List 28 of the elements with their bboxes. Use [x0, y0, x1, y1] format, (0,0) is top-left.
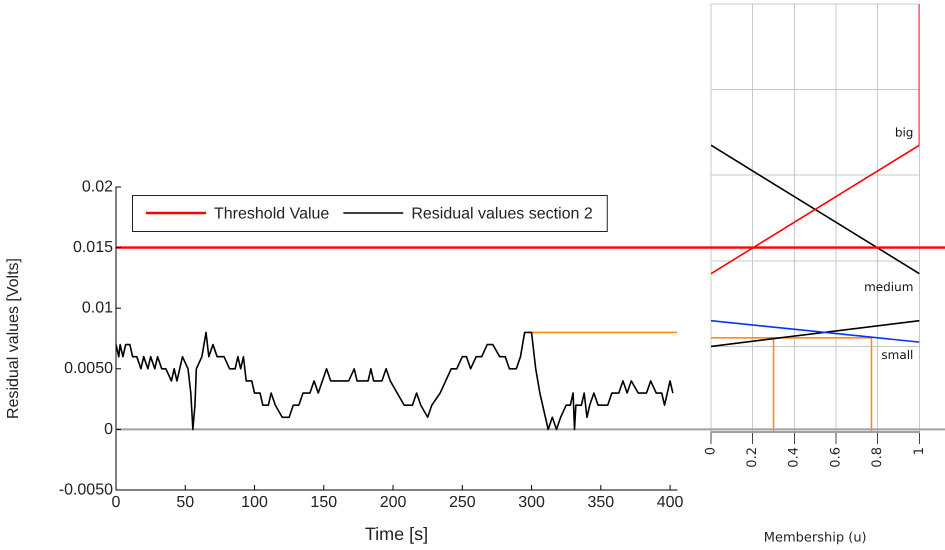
x-tick-label: 150	[310, 494, 338, 512]
x-tick-label: 100	[241, 494, 268, 512]
x-tick-label: 50	[176, 494, 194, 512]
y-tick-label: 0	[104, 420, 114, 438]
y-tick-label: 0.02	[82, 178, 114, 196]
x-tick-label: 0.6	[828, 447, 844, 468]
series-label: small	[881, 348, 914, 362]
y-axis-title: Residual values [Volts]	[5, 258, 22, 419]
y-tick-label: 0.015	[72, 239, 114, 256]
x-tick-label: 0.4	[786, 447, 802, 468]
legend-label: Threshold Value	[214, 205, 330, 222]
series-label: big	[894, 125, 914, 140]
x-tick-label: 0.2	[745, 447, 760, 468]
legend-label: Residual values section 2	[411, 205, 593, 222]
x-tick-label: 350	[587, 494, 614, 512]
x-tick-label: 400	[656, 494, 684, 512]
x-axis-title: Time [s]	[364, 524, 428, 544]
x-tick-label: 250	[448, 494, 476, 512]
y-tick-label: -0.0050	[58, 481, 114, 498]
x-tick-label: 1	[912, 447, 927, 456]
y-tick-label: 0.01	[82, 300, 114, 317]
x-axis-title: Membership (u)	[764, 530, 867, 546]
y-tick-label: 0.0050	[64, 360, 114, 378]
x-tick-label: 300	[518, 494, 545, 512]
x-tick-label: 0	[703, 447, 718, 456]
x-tick-label: 0.8	[870, 447, 886, 468]
series-label: medium	[864, 280, 914, 294]
x-tick-label: 200	[380, 494, 406, 512]
